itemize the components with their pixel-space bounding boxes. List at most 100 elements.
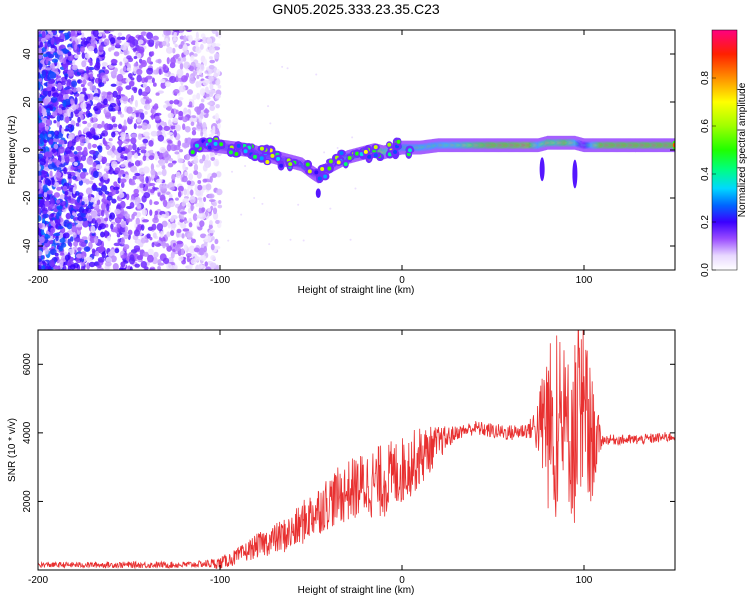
spectrogram-cell xyxy=(323,174,328,179)
spectrogram-cell xyxy=(120,100,124,104)
spectrogram-cell xyxy=(148,39,155,47)
spectrogram-cell xyxy=(80,102,87,110)
spectrogram-cell xyxy=(72,58,76,66)
spectrogram-cell xyxy=(40,255,44,260)
spectrogram-cell xyxy=(168,193,173,199)
spectrogram-cell xyxy=(214,112,220,121)
snr-panel: -200 -100 0 100 2000 4000 6000 Height of stra… xyxy=(7,329,676,596)
spectrogram-cell xyxy=(160,196,166,201)
spectrogram-cell xyxy=(106,146,110,150)
spectrogram-cell xyxy=(196,74,200,80)
spectrogram-cell xyxy=(114,39,122,44)
spectrogram-cell xyxy=(67,69,75,77)
spectrogram-cell xyxy=(134,172,141,177)
spectrogram-cell xyxy=(315,73,318,76)
spectrogram-cell xyxy=(190,203,194,212)
y-tick-label: 2000 xyxy=(22,490,33,513)
spectrogram-cell xyxy=(118,170,122,179)
spectrogram-cell xyxy=(172,37,178,42)
spectrogram-cell xyxy=(202,121,207,130)
spectrogram-cell xyxy=(212,212,219,220)
spectrogram-cell xyxy=(183,244,188,252)
spectrogram-cell xyxy=(116,36,122,41)
spectrogram-cell xyxy=(97,245,105,253)
spectrogram-cell xyxy=(50,47,55,53)
spectrogram-cell xyxy=(144,103,151,111)
spectrogram-cell xyxy=(38,170,42,176)
spectrogram-cell xyxy=(113,181,118,187)
spectrogram-cell xyxy=(79,238,85,243)
spectrogram-cell xyxy=(164,81,171,88)
spectrogram-cell xyxy=(96,145,102,150)
spectrogram-cell xyxy=(38,266,42,270)
spectrogram-cell xyxy=(63,140,68,145)
spectrogram-cell xyxy=(61,126,65,135)
spectrogram-cell xyxy=(122,124,128,131)
spectrogram-cell xyxy=(44,125,50,131)
spectrogram-cell xyxy=(128,218,133,222)
spectrogram-cell xyxy=(162,257,170,264)
spectrogram-cell xyxy=(58,245,64,252)
x-tick-label: 100 xyxy=(576,575,593,586)
spectrogram-cell xyxy=(46,86,52,92)
spectrogram-cell xyxy=(38,81,41,89)
spectrogram-cell xyxy=(39,41,44,48)
spectrogram-cell xyxy=(82,87,87,92)
spectrogram-cell xyxy=(76,87,82,92)
spectrogram-cell xyxy=(103,38,110,46)
spectrogram-cell xyxy=(50,227,56,234)
spectrogram-cell xyxy=(228,150,233,155)
colorbar-ticks: 0.0 0.2 0.4 0.6 0.8 xyxy=(700,71,716,277)
spectrogram-cell xyxy=(77,69,85,73)
spectrogram-cell xyxy=(188,245,196,254)
spectrogram-cell xyxy=(202,178,208,183)
spectrogram-cell xyxy=(148,139,154,147)
spectrogram-cell xyxy=(167,162,174,168)
y-tick-label: 0 xyxy=(22,147,33,153)
spectrogram-cell xyxy=(42,53,49,58)
spectrogram-cell xyxy=(38,215,42,222)
spectrogram-cell xyxy=(96,218,102,224)
spectrogram-cell xyxy=(183,43,188,51)
spectrogram-cell xyxy=(179,218,185,223)
spectrogram-cell xyxy=(120,36,126,41)
spectrogram-cell xyxy=(186,180,192,186)
spectrogram-cell xyxy=(77,151,83,156)
spectrogram-cell xyxy=(71,80,78,88)
spectrogram-cell xyxy=(146,32,154,40)
spectrogram-cell xyxy=(174,151,180,155)
spectrogram-cell xyxy=(140,112,145,120)
spectrogram-cell xyxy=(92,30,99,38)
spectrogram-cell xyxy=(207,145,212,150)
spectrogram-cell xyxy=(120,44,127,51)
spectrogram-cell xyxy=(200,131,204,137)
spectrogram-cell xyxy=(110,83,117,87)
spectrogram-cell xyxy=(160,78,166,84)
spectrogram-cell xyxy=(133,245,141,252)
spectrogram-cell xyxy=(267,105,270,108)
spectrogram-cell xyxy=(46,119,52,127)
spectrogram-cell xyxy=(38,49,42,54)
spectrogram-cell xyxy=(45,34,51,39)
spectrogram-cell xyxy=(347,155,352,160)
spectrogram-cell xyxy=(69,98,74,106)
spectrogram-cell xyxy=(202,128,207,134)
spectrogram-cell xyxy=(128,80,135,87)
spectrogram-cell xyxy=(236,143,241,148)
spectrogram-cell xyxy=(240,213,243,216)
spectrogram-cell xyxy=(56,167,62,171)
spectrogram-cell xyxy=(203,245,207,253)
spectrogram-cell xyxy=(140,224,145,231)
x-tick-label: -200 xyxy=(28,275,48,286)
spectrogram-cell xyxy=(177,185,184,192)
spectrogram-cell xyxy=(205,266,212,270)
spectrogram-cell xyxy=(39,137,44,145)
spectrogram-cell xyxy=(288,162,293,167)
spectrogram-cell xyxy=(112,123,118,128)
spectrogram-cell xyxy=(213,53,220,60)
spectrogram-cell xyxy=(103,230,108,238)
spectrogram-cell xyxy=(44,200,50,208)
spectrogram-cell xyxy=(166,144,172,152)
spectrogram-cell xyxy=(72,175,77,180)
